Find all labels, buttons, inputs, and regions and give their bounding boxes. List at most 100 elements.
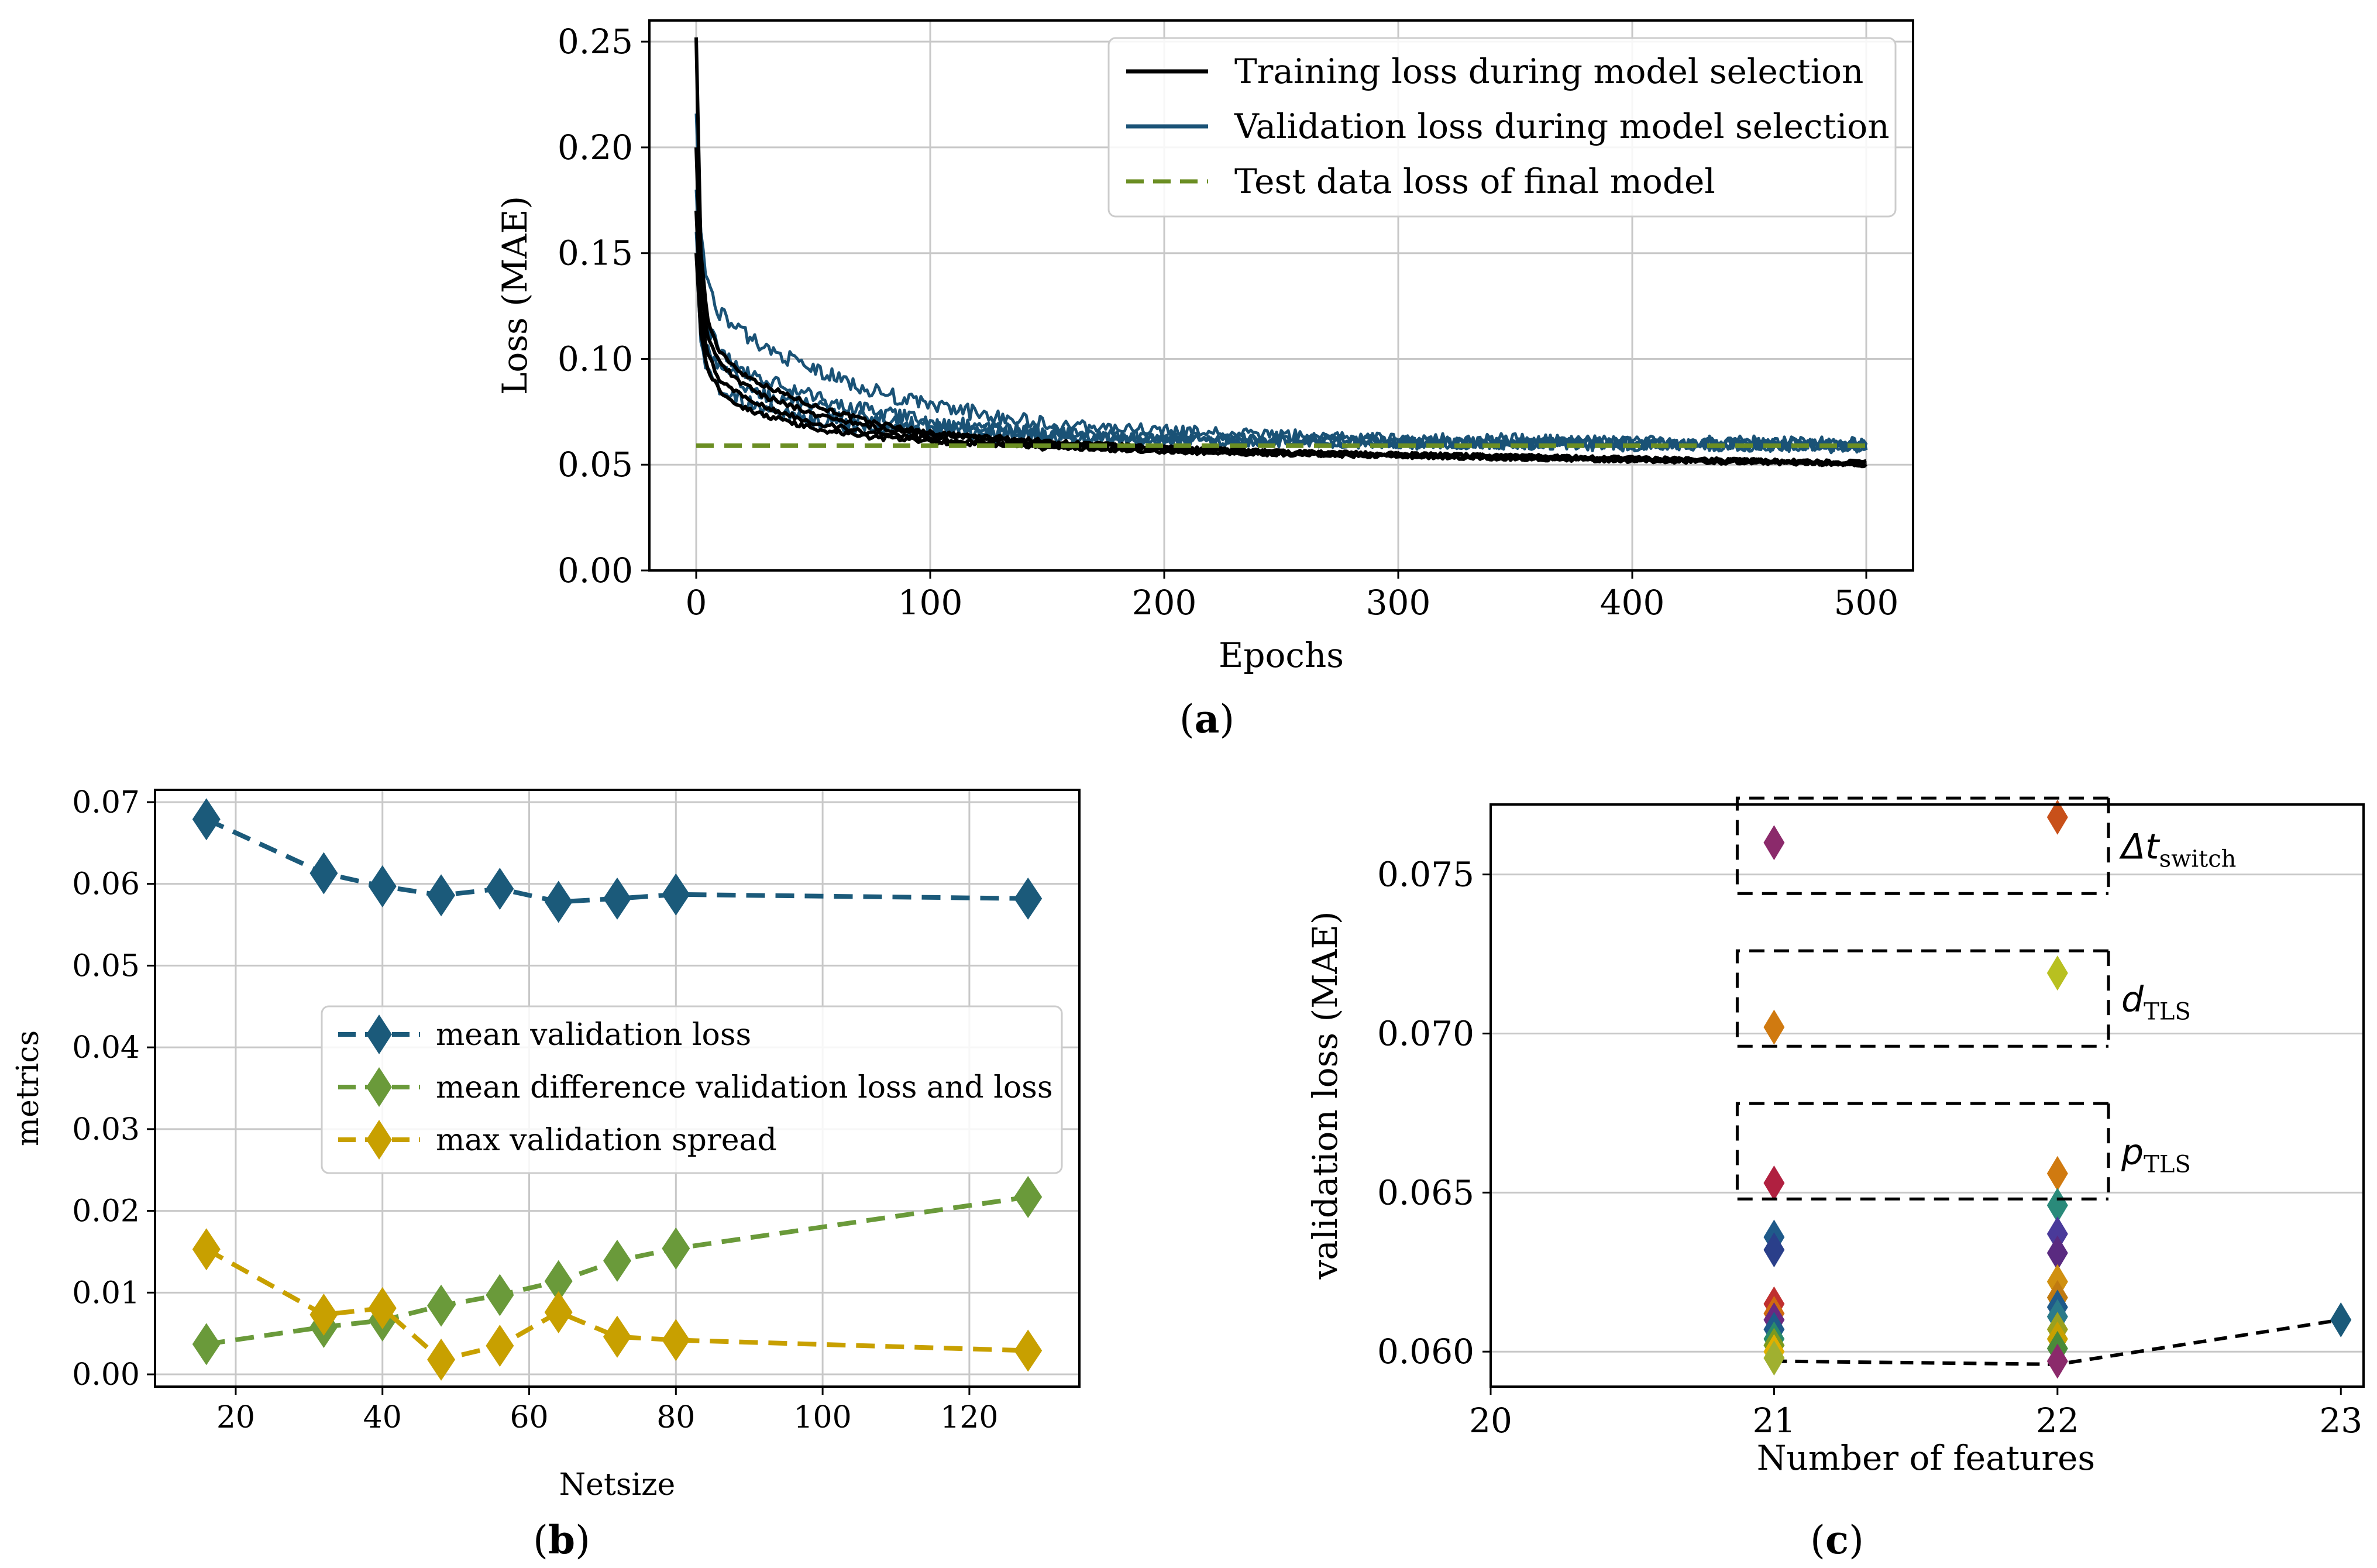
- panel-b-marker: [1014, 877, 1043, 920]
- panel-c-marker: [2046, 1235, 2068, 1271]
- panel-c-group-label: dTLS: [2121, 979, 2191, 1026]
- panel-c-marker: [2046, 1156, 2068, 1191]
- panel-a-xtick-label: 200: [1132, 583, 1197, 623]
- panel-b-ytick-label: 0.03: [72, 1112, 140, 1147]
- panel-c-marker: [2046, 1216, 2068, 1252]
- panel-a-xtick-label: 500: [1834, 583, 1899, 623]
- panel-a-xtick-label: 400: [1600, 583, 1665, 623]
- panel-c-group-subscript: switch: [2159, 846, 2237, 873]
- panel-c-xtick-label: 23: [2319, 1401, 2362, 1440]
- panel-a: 0 100 200 300 400 500 0.00 0.05 0.10 0.15 0.20 0.25…: [495, 19, 1914, 742]
- panel-a-ylabel: Loss (MAE): [495, 196, 535, 395]
- panel-c-group-symbol: d: [2121, 979, 2144, 1020]
- panel-c-group-bracket: [1735, 949, 2109, 1048]
- panel-c-group-label: pTLS: [2121, 1132, 2191, 1178]
- panel-a-legend-box: [1107, 37, 1897, 218]
- panel-b-marker: [662, 1319, 690, 1361]
- panel-c-ytick-label: 0.060: [1377, 1332, 1474, 1371]
- panel-c-group-bracket: [1735, 1102, 2109, 1201]
- panel-b-ylabel: metrics: [11, 1030, 46, 1146]
- panel-b-marker: [309, 1294, 338, 1336]
- panel-b-marker: [486, 868, 514, 910]
- panel-b-ytick-label: 0.06: [72, 867, 140, 902]
- panel-c-marker: [1763, 1165, 1785, 1201]
- panel-b-marker: [1014, 1175, 1043, 1218]
- panel-b-xtick-label: 120: [940, 1400, 998, 1435]
- panel-a-legend: Training loss during model selection Vali…: [1107, 37, 1897, 218]
- panel-b-xtick-label: 40: [363, 1400, 402, 1435]
- panel-b-legend-box: [321, 1005, 1063, 1174]
- panel-b-ytick-label: 0.07: [72, 785, 140, 820]
- panel-c-marker: [2330, 1302, 2352, 1337]
- panel-c-ylabel: validation loss (MAE): [1305, 911, 1345, 1280]
- panel-b-xtick-label: 100: [793, 1400, 851, 1435]
- panel-b-ytick-label: 0.01: [72, 1275, 140, 1311]
- panel-b-legend-marker: [366, 1015, 392, 1054]
- panel-c-group-subscript: TLS: [2144, 1151, 2191, 1178]
- panel-a-legend-label: Training loss during model selection: [1234, 51, 1863, 91]
- panel-a-xlabel: Epochs: [1219, 635, 1344, 675]
- panel-a-ytick-label: 0.05: [558, 445, 633, 484]
- panel-c-ticks: 20 21 22 23 0.060 0.065 0.070 0.075: [1377, 855, 2362, 1440]
- panel-b-axes-frame: [154, 789, 1081, 1388]
- panel-b-marker: [368, 1287, 397, 1329]
- panel-a-caption-letter: a: [1195, 696, 1220, 742]
- panel-c-group-symbol: p: [2121, 1132, 2144, 1173]
- panel-c-marker: [1763, 1340, 1785, 1376]
- panel-c-group-bracket: [1735, 796, 2109, 895]
- panel-c-marker: [2046, 1343, 2068, 1379]
- panel-b-legend: mean validation loss mean difference vali…: [321, 1005, 1063, 1174]
- panel-a-ytick-label: 0.25: [558, 22, 633, 61]
- panel-c-marker: [1763, 1009, 1785, 1045]
- panel-c-ytick-label: 0.070: [1377, 1013, 1474, 1053]
- panel-b-legend-marker: [366, 1067, 392, 1107]
- panel-b-xtick-label: 20: [216, 1400, 255, 1435]
- panel-c-xtick-label: 20: [1469, 1401, 1512, 1440]
- panel-b-marker: [603, 877, 631, 920]
- panel-b-marker: [662, 1227, 690, 1270]
- panel-b-marker: [368, 865, 397, 907]
- panel-b-xtick-label: 60: [510, 1400, 548, 1435]
- panel-c-marker: [2046, 799, 2068, 835]
- panel-a-ytick-label: 0.15: [558, 233, 633, 273]
- panel-b-data: [192, 798, 1043, 1381]
- panel-b-ytick-label: 0.04: [72, 1030, 140, 1065]
- panel-b-ytick-label: 0.05: [72, 948, 140, 984]
- panel-c-group-label: Δtswitch: [2119, 827, 2236, 873]
- panel-a-legend-label: Validation loss during model selection: [1234, 106, 1890, 146]
- panel-b-legend-label: mean validation loss: [436, 1017, 751, 1053]
- panel-b-ytick-label: 0.00: [72, 1357, 140, 1392]
- panel-a-caption: (a): [1179, 696, 1234, 742]
- panel-c-marker: [2046, 955, 2068, 991]
- panel-b-marker: [544, 881, 573, 923]
- panel-b-legend-label: max validation spread: [436, 1123, 777, 1158]
- panel-c-marker: [1763, 1232, 1785, 1268]
- panel-c-group-subscript: TLS: [2144, 999, 2191, 1026]
- panel-b-marker: [603, 1239, 631, 1282]
- panel-b-marker: [309, 852, 338, 895]
- panel-b-marker: [427, 1284, 456, 1327]
- panel-a-legend-label: Test data loss of final model: [1234, 161, 1715, 201]
- panel-c: 20 21 22 23 0.060 0.065 0.070 0.075 Number of f…: [1305, 796, 2365, 1563]
- panel-b-marker: [544, 1260, 573, 1302]
- panel-b-xtick-label: 80: [656, 1400, 695, 1435]
- panel-a-ticks: 0 100 200 300 400 500 0.00 0.05 0.10 0.15 0.20 0.25: [558, 22, 1899, 623]
- panel-b-marker: [486, 1274, 514, 1316]
- panel-c-ytick-label: 0.065: [1377, 1172, 1474, 1212]
- panel-c-xtick-label: 22: [2036, 1401, 2079, 1440]
- panel-b-ytick-label: 0.02: [72, 1194, 140, 1229]
- panel-b-marker: [192, 798, 221, 841]
- panel-a-ytick-label: 0.10: [558, 339, 633, 379]
- panel-a-data: [694, 37, 1868, 469]
- panel-c-caption: (c): [1810, 1517, 1864, 1563]
- panel-b-legend-label: mean difference validation loss and loss: [436, 1070, 1053, 1105]
- panel-a-ytick-label: 0.20: [558, 128, 633, 167]
- panel-a-line-training-loss: [694, 253, 1867, 468]
- panel-b-ticks: 20 40 60 80 100 120 0.00 0.01 0.02 0.03 0.04 0.05 0.…: [72, 785, 998, 1435]
- panel-c-group-symbol: Δt: [2119, 827, 2161, 868]
- panel-c-axes-frame: [1490, 803, 2365, 1388]
- panel-b-marker: [427, 874, 456, 917]
